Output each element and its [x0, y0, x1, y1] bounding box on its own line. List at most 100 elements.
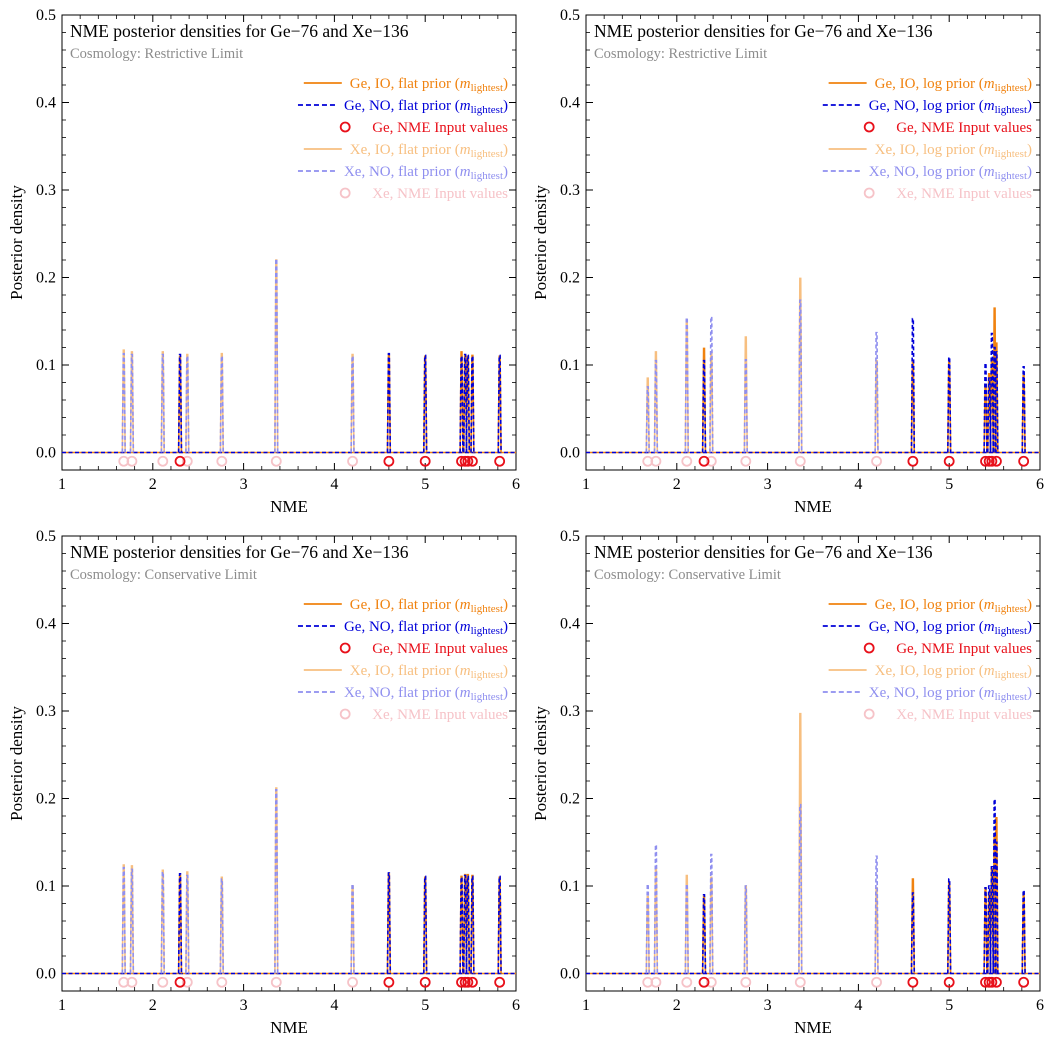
spike-mark — [947, 878, 952, 974]
y-tick-label: 0.1 — [36, 878, 56, 895]
series-xe-io-flat-prior — [121, 259, 355, 453]
x-axis-label: NME — [270, 1018, 308, 1037]
ge-input-marker — [980, 455, 991, 467]
ge-input-marker — [986, 455, 998, 467]
ge-input-marker — [419, 976, 431, 988]
x-tick-label: 6 — [1036, 997, 1044, 1014]
x-tick-label: 5 — [421, 997, 429, 1014]
y-tick-label: 0.0 — [560, 445, 580, 462]
x-axis: 1 2 3 4 5 6 NME — [582, 536, 1044, 1037]
ge-input-marker — [419, 455, 431, 467]
spike-mark — [386, 872, 392, 974]
legend-label: Xe, NO, flat prior (mlightest) — [344, 685, 508, 703]
series-xe-no-flat-prior — [121, 788, 355, 974]
spike-mark — [160, 353, 165, 453]
spike-mark — [910, 317, 916, 453]
spike-mark — [423, 354, 428, 453]
x-axis: 1 2 3 4 5 6 NME — [582, 15, 1044, 516]
y-axis-label: Posterior density — [7, 185, 26, 300]
spike-mark — [497, 875, 502, 974]
xe-input-marker — [794, 976, 806, 988]
ge-input-marker — [986, 976, 998, 988]
x-tick-label: 5 — [421, 476, 429, 493]
y-tick-label: 0.0 — [560, 966, 580, 983]
ge-input-marker — [1018, 455, 1030, 467]
legend-symbol — [339, 708, 351, 720]
spike-mark — [423, 875, 428, 974]
x-tick-label: 1 — [582, 476, 590, 493]
ge-input-marker — [991, 455, 1002, 467]
chart-subtitle: Cosmology: Conservative Limit — [70, 567, 257, 583]
chart-title: NME posterior densities for Ge−76 and Xe… — [594, 21, 933, 41]
chart-title: NME posterior densities for Ge−76 and Xe… — [594, 542, 933, 562]
spike-mark — [129, 353, 135, 453]
spike-mark — [983, 886, 988, 974]
xe-input-marker — [157, 976, 169, 988]
spike-mark — [743, 885, 749, 974]
spike-mark — [160, 871, 165, 974]
chart-title: NME posterior densities for Ge−76 and Xe… — [70, 21, 409, 41]
x-tick-label: 3 — [764, 997, 772, 1014]
series-ge-io-flat-prior — [177, 872, 502, 974]
legend-label: Ge, IO, flat prior (mlightest) — [350, 76, 508, 94]
y-tick-label: 0.1 — [560, 357, 580, 374]
series-group — [645, 712, 1026, 974]
xe-input-marker — [681, 455, 693, 467]
y-axis-label: Posterior density — [7, 706, 26, 821]
series-xe-no-log-prior — [645, 299, 879, 453]
ge-input-marker — [943, 976, 955, 988]
spike-mark — [459, 876, 464, 974]
legend-label: Xe, NME Input values — [896, 186, 1032, 202]
y-tick-label: 0.0 — [36, 966, 56, 983]
y-tick-label: 0.2 — [36, 791, 56, 808]
series-ge-io-flat-prior — [177, 351, 502, 453]
spike-mark — [798, 299, 803, 453]
spike-mark — [743, 336, 749, 453]
series-xe-io-flat-prior — [121, 787, 355, 974]
chart-svg: 1 2 3 4 5 6 NME 0.0 0.1 0.2 0.3 0.4 0.5 Posterior den… — [7, 528, 520, 1037]
spike-mark — [185, 355, 190, 453]
series-xe-no-flat-prior — [121, 258, 355, 453]
legend: Ge, IO, log prior (mlightest) Ge, NO, log… — [822, 597, 1032, 723]
series-xe-no-log-prior — [645, 803, 879, 974]
x-tick-label: 2 — [673, 997, 681, 1014]
ge-input-marker — [991, 976, 1002, 988]
legend-label: Ge, NME Input values — [372, 641, 508, 657]
legend-label: Ge, NO, flat prior (mlightest) — [344, 98, 508, 116]
x-tick-label: 2 — [149, 997, 157, 1014]
spike-mark — [1021, 889, 1026, 974]
legend-label: Ge, IO, log prior (mlightest) — [875, 597, 1032, 615]
x-tick-label: 5 — [945, 476, 953, 493]
spike-mark — [645, 895, 650, 974]
ge-input-marker — [383, 976, 395, 988]
legend-symbol — [863, 708, 875, 720]
series-ge-io-log-prior — [701, 307, 1026, 453]
spike-mark — [121, 352, 126, 453]
y-tick-label: 0.5 — [36, 7, 56, 24]
y-tick-label: 0.1 — [36, 357, 56, 374]
ge-input-marker — [907, 455, 919, 467]
spike-mark — [709, 853, 714, 974]
y-axis: 0.0 0.1 0.2 0.3 0.4 0.5 Posterior density — [531, 7, 1040, 471]
chart-panel-restrictive-flat: 1 2 3 4 5 6 NME 0.0 0.1 0.2 0.3 0.4 0.5 Posterior den… — [0, 0, 523, 521]
legend-label: Xe, IO, flat prior (mlightest) — [350, 142, 508, 160]
spike-mark — [994, 351, 999, 453]
spike-mark — [989, 865, 995, 974]
legend-label: Xe, IO, flat prior (mlightest) — [350, 663, 508, 681]
spike-mark — [653, 351, 659, 453]
spike-mark — [874, 855, 879, 974]
spike-mark — [274, 788, 279, 974]
legend-label: Xe, NME Input values — [896, 707, 1032, 723]
legend: Ge, IO, log prior (mlightest) Ge, NO, log… — [822, 76, 1032, 202]
legend-label: Ge, NO, flat prior (mlightest) — [344, 619, 508, 637]
legend-symbol — [339, 187, 351, 199]
spike-mark — [645, 386, 650, 453]
legend-label: Xe, NO, log prior (mlightest) — [869, 164, 1032, 182]
chart-svg: 1 2 3 4 5 6 NME 0.0 0.1 0.2 0.3 0.4 0.5 Posterior den… — [531, 7, 1044, 516]
series-group — [121, 258, 502, 453]
chart-panel-conservative-log: 1 2 3 4 5 6 NME 0.0 0.1 0.2 0.3 0.4 0.5 Posterior den… — [524, 521, 1047, 1042]
y-tick-label: 0.4 — [36, 95, 56, 112]
spike-mark — [462, 874, 468, 974]
spike-mark — [653, 359, 659, 453]
xe-input-marker — [181, 455, 193, 467]
